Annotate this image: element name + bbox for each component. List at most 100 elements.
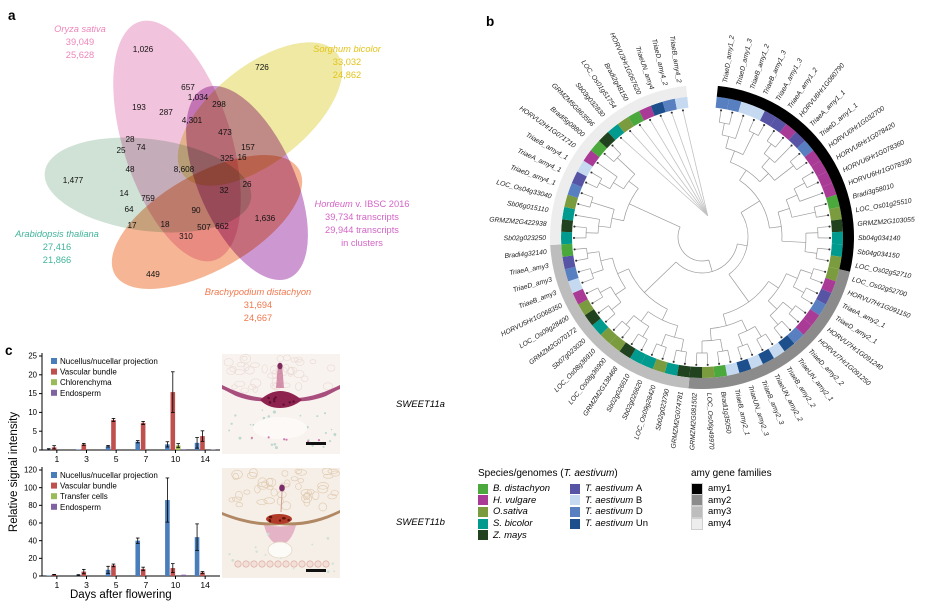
x-axis-label: Days after flowering (70, 589, 172, 601)
tree-branches (574, 110, 830, 365)
species-legend-item: T. aestivum Un (570, 518, 648, 530)
x-tick-label: 1 (54, 580, 59, 588)
gene-label: LOC_Os08g36900 (567, 357, 608, 406)
cell-texture (235, 502, 243, 508)
tree-branch (640, 311, 649, 322)
species-legend-item: T. aestivum A (570, 483, 648, 495)
tree-branch (673, 350, 677, 362)
tree-branch-arc (788, 305, 796, 314)
legend-color-swatch (478, 506, 488, 517)
venn-set-name: Oryza sativa (54, 24, 106, 34)
species-ring-segment (825, 266, 840, 282)
venn-region-count: 662 (215, 222, 229, 231)
venn-ellipse (44, 137, 252, 233)
chart-legend-label: Endosperm (60, 389, 101, 398)
species-ring-segment (561, 219, 574, 233)
leaf-node-dot (585, 292, 589, 295)
species-ring-segment (689, 366, 702, 378)
species-ring-segment (826, 194, 840, 210)
cell-texture (309, 359, 317, 364)
leaf-node-dot (591, 302, 594, 305)
cell-texture (330, 470, 340, 477)
tree-branch (806, 287, 818, 294)
tree-branch (814, 203, 826, 208)
tree-branch (582, 278, 594, 284)
leaf-node-dot (763, 124, 766, 127)
cell-texture (301, 493, 313, 504)
x-tick-label: 14 (200, 454, 210, 462)
tree-branch (795, 305, 806, 313)
cell-texture (297, 478, 304, 483)
x-tick-label: 3 (84, 580, 89, 588)
venn-region-count: 48 (125, 165, 135, 174)
species-ring-segment (607, 123, 625, 141)
leaf-node-dot (798, 152, 801, 155)
leaf-node-dot (611, 144, 614, 147)
tree-branch (709, 328, 712, 341)
species-ring-segment (568, 277, 583, 294)
leaf-node-dot (827, 214, 830, 217)
legend-item-label: amy4 (708, 518, 732, 530)
leaf-node-dot (575, 259, 578, 262)
species-ring-segment (564, 194, 578, 210)
speckle (324, 431, 327, 435)
leaf-node-dot (771, 342, 774, 346)
venn-region-count: 16 (237, 153, 247, 162)
speckle (254, 546, 257, 549)
cell-texture (327, 493, 337, 500)
leaf-node-dot (719, 109, 723, 112)
species-ring-segment (828, 255, 842, 270)
species-ring-segment (788, 131, 806, 149)
venn-region-count: 90 (191, 206, 201, 215)
tree-fan-line (660, 115, 709, 216)
gene-label: GRMZM2G422938 (489, 216, 547, 228)
species-ring-segment (662, 98, 677, 113)
tree-branch (801, 296, 812, 304)
gene-label: HORVU5Hr1G068350 (500, 302, 564, 338)
tree-branch (578, 203, 590, 208)
tree-branch (738, 334, 743, 346)
cell-texture (287, 367, 294, 377)
panel-a-label: a (8, 8, 16, 23)
venn-set-name: Sorghum bicolor (313, 44, 382, 54)
speckle (292, 568, 295, 570)
venn-region-count: 1,477 (63, 176, 84, 185)
phylogenetic-tree: TriaeD_amy1_2 TriaeD_amy1_3TriaeB_amy1_2T… (489, 32, 915, 451)
leaf-node-dot (816, 181, 819, 184)
legend-item-label: O.sativa (493, 506, 528, 518)
tree-branch-arc (801, 178, 808, 188)
speckle (334, 434, 336, 437)
tree-branch (586, 287, 598, 294)
cell-texture (281, 470, 289, 477)
leaf-node-dot (659, 114, 662, 117)
tree-branch-arc (596, 178, 603, 188)
venn-region-count: 157 (241, 143, 255, 152)
stain-band (222, 510, 340, 526)
tree-fan-line (671, 112, 709, 216)
leaf-node-dot (638, 124, 641, 127)
tree-branch (737, 347, 742, 359)
leaf-node-dot (731, 111, 734, 114)
venn-region-count: 287 (159, 108, 173, 117)
cell-texture (254, 484, 261, 494)
bar (140, 422, 146, 450)
speckle (262, 416, 266, 420)
species-ring-segment (795, 318, 812, 335)
chart-legend-label: Transfer cells (60, 492, 108, 501)
venn-set-count: 24,667 (244, 313, 272, 323)
speckle (228, 429, 231, 432)
scallop-cell (322, 560, 330, 568)
cell-texture (234, 490, 243, 500)
family-legend-item: amy2 (691, 494, 772, 507)
stain-dot (267, 396, 270, 400)
leaf-node-dot (828, 236, 832, 240)
leaf-node-dot (650, 353, 653, 356)
tree-branch (775, 137, 784, 148)
tree-fan-line (649, 119, 709, 216)
cell-texture (295, 483, 302, 490)
species-legend-header: Species/genomes (T. aestivum) (478, 468, 618, 479)
tree-branch-arc (676, 349, 687, 353)
leaf-node-dot (573, 248, 576, 251)
tree-branch (796, 162, 807, 171)
leaf-node-dot (810, 302, 813, 305)
